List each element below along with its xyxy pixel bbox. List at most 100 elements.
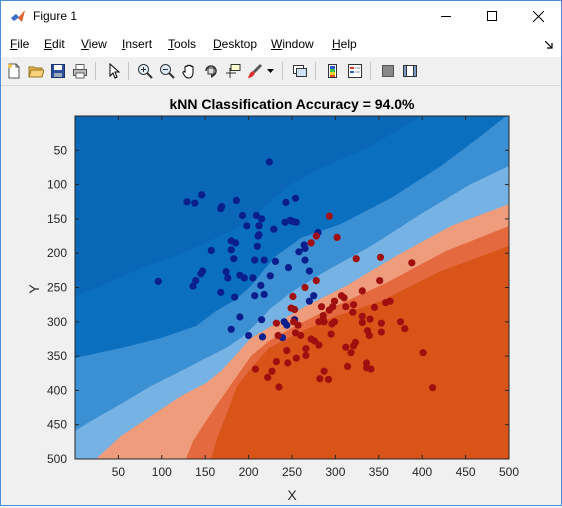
menu-window[interactable]: Window <box>271 37 314 51</box>
brush-button[interactable] <box>245 61 265 81</box>
data-point-red <box>342 303 350 311</box>
menu-desktop[interactable]: Desktop <box>213 37 258 51</box>
data-point-blue <box>301 256 309 264</box>
link-plot-icon <box>293 65 307 77</box>
data-point-red <box>358 287 366 295</box>
x-tick-label: 500 <box>499 465 519 479</box>
minimize-button[interactable] <box>423 1 469 31</box>
data-point-blue <box>231 293 239 301</box>
pan-button[interactable] <box>179 61 199 81</box>
data-point-red <box>377 319 385 327</box>
data-point-blue <box>295 248 303 256</box>
data-point-blue <box>217 205 225 213</box>
data-point-red <box>325 212 333 220</box>
data-point-red <box>312 232 320 240</box>
data-point-red <box>358 318 366 327</box>
data-point-red <box>358 312 366 320</box>
data-point-blue <box>260 256 268 264</box>
data-point-red <box>325 306 333 314</box>
data-point-red <box>352 255 360 263</box>
close-icon <box>532 10 544 22</box>
show-plot-tools-button[interactable] <box>400 61 420 81</box>
x-axis-label: X <box>287 487 297 503</box>
data-point-blue <box>270 225 278 233</box>
chevron-down-icon <box>266 68 274 73</box>
brush-dropdown[interactable] <box>264 61 276 81</box>
window-title: Figure 1 <box>33 9 78 23</box>
hide-plot-tools-button[interactable] <box>378 61 398 81</box>
toolbar-separator <box>282 62 283 80</box>
data-point-red <box>350 301 358 309</box>
menu-bar: File Edit View Insert Tools Desktop Wind… <box>1 31 561 57</box>
data-point-red <box>312 277 320 285</box>
y-tick-label: 300 <box>47 315 67 329</box>
data-cursor-button[interactable] <box>223 61 243 81</box>
print-button[interactable] <box>70 61 90 81</box>
dock-arrow-icon[interactable] <box>545 41 553 49</box>
x-tick-label: 350 <box>369 465 389 479</box>
y-tick-label: 500 <box>47 452 67 466</box>
data-point-red <box>327 330 335 338</box>
zoom-out-button[interactable] <box>157 61 177 81</box>
data-point-red <box>376 277 384 285</box>
pointer-button[interactable] <box>104 61 124 81</box>
data-point-blue <box>258 333 267 341</box>
print-icon <box>73 64 87 79</box>
data-point-blue <box>260 290 268 298</box>
data-point-blue <box>197 270 205 278</box>
pointer-icon <box>109 63 121 79</box>
title-bar[interactable]: Figure 1 <box>1 1 561 31</box>
legend-button[interactable] <box>345 61 365 81</box>
data-point-red <box>289 292 297 300</box>
menu-tools[interactable]: Tools <box>168 37 197 51</box>
zoom-in-icon <box>138 64 153 79</box>
data-point-blue <box>240 274 248 282</box>
data-point-red <box>324 375 333 383</box>
link-plot-button[interactable] <box>290 61 310 81</box>
menu-help[interactable]: Help <box>332 37 357 51</box>
menu-edit[interactable]: Edit <box>44 37 65 51</box>
data-point-red <box>320 318 328 326</box>
data-point-red <box>376 253 385 261</box>
data-point-red <box>349 308 357 316</box>
data-point-blue <box>251 256 259 264</box>
save-button[interactable] <box>48 61 68 81</box>
menu-file[interactable]: File <box>10 37 30 51</box>
rotate-3d-button[interactable] <box>201 61 221 81</box>
data-point-blue <box>254 232 262 240</box>
data-point-blue <box>282 198 290 206</box>
y-tick-label: 100 <box>47 178 67 192</box>
data-point-red <box>367 365 375 373</box>
y-tick-label: 350 <box>47 349 67 363</box>
zoom-in-button[interactable] <box>135 61 155 81</box>
show-plot-tools-icon <box>403 65 417 77</box>
data-point-blue <box>255 222 263 230</box>
close-button[interactable] <box>515 1 561 31</box>
maximize-icon <box>487 11 497 21</box>
menu-view[interactable]: View <box>81 37 107 51</box>
data-point-red <box>274 331 282 340</box>
open-file-button[interactable] <box>26 61 46 81</box>
new-figure-button[interactable] <box>4 61 24 81</box>
data-point-blue <box>238 211 247 220</box>
data-point-red <box>396 318 405 326</box>
data-point-blue <box>257 281 265 289</box>
y-tick-label: 200 <box>47 246 67 260</box>
menu-insert[interactable]: Insert <box>122 37 153 51</box>
maximize-button[interactable] <box>469 1 515 31</box>
data-point-blue <box>265 158 273 166</box>
data-point-blue <box>230 255 238 263</box>
toolbar-separator <box>128 62 129 80</box>
y-tick-label: 150 <box>47 212 67 226</box>
x-tick-label: 100 <box>152 465 172 479</box>
plot-svg[interactable]: kNN Classification Accuracy = 94.0% 50 10… <box>1 86 561 505</box>
data-point-red <box>386 297 394 305</box>
contour-band-blue-darkest <box>75 116 421 296</box>
colorbar-button[interactable] <box>323 61 343 81</box>
x-tick-label: 400 <box>412 465 432 479</box>
decision-boundary-contour <box>75 116 509 459</box>
data-point-red <box>264 373 272 381</box>
data-point-red <box>342 343 350 351</box>
data-point-blue <box>280 318 288 326</box>
data-point-red <box>419 349 427 357</box>
